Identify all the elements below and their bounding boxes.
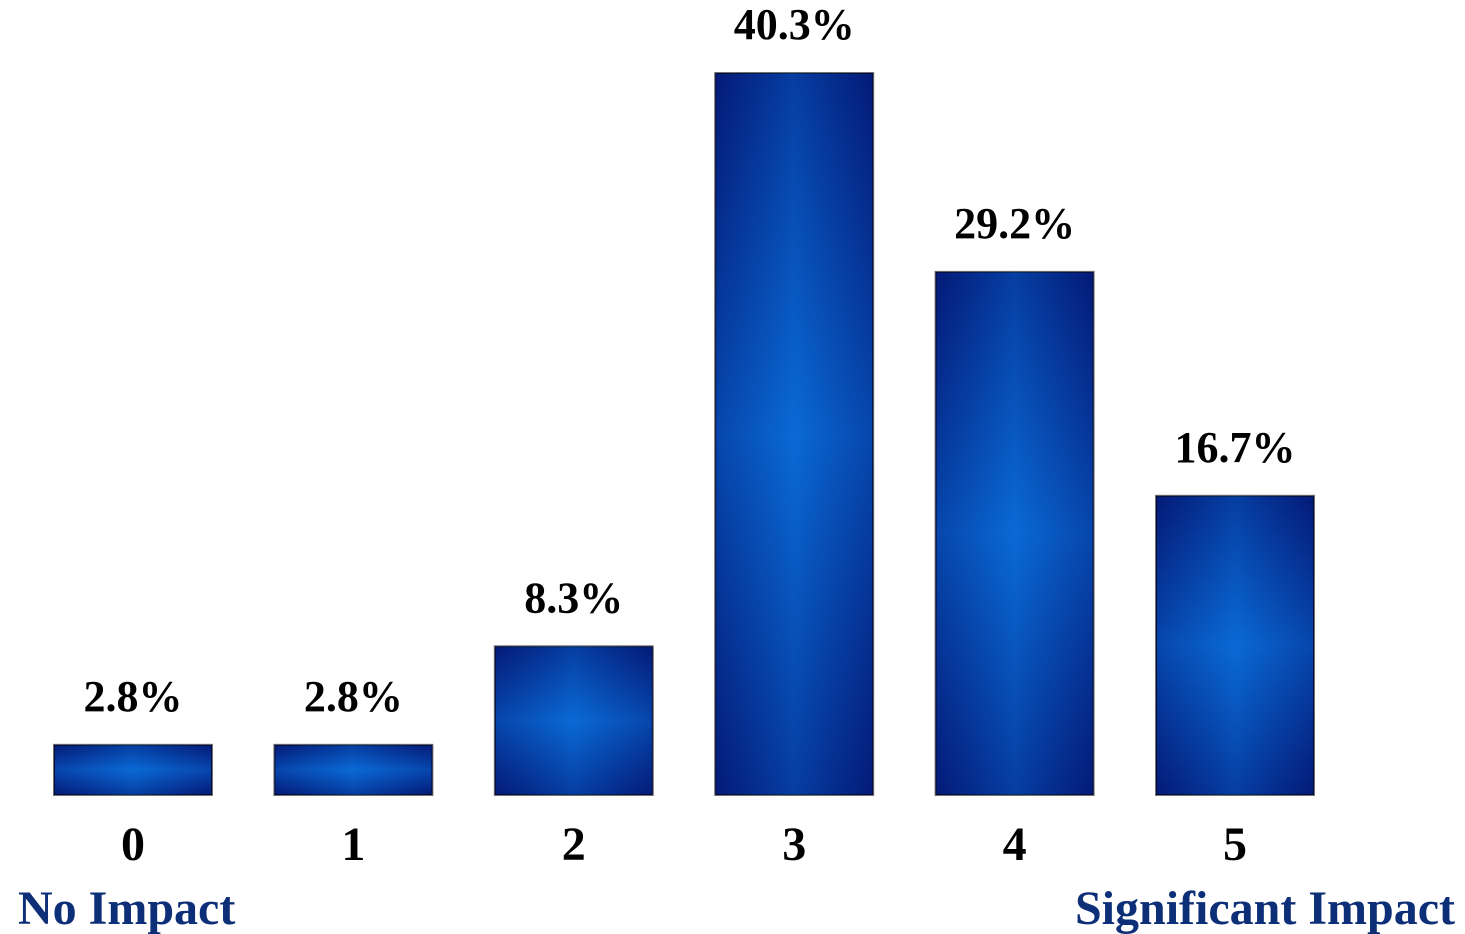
bar-0 [53, 743, 213, 797]
category-label-0: 0 [121, 818, 145, 871]
bars-group [53, 72, 1315, 797]
bar-3 [714, 72, 875, 796]
value-label-3: 40.3% [734, 0, 855, 49]
category-label-4: 4 [1003, 818, 1027, 871]
bar-shade [934, 270, 1095, 796]
bar-4 [934, 270, 1095, 796]
bar-shade [493, 645, 654, 796]
bar-1 [273, 743, 434, 797]
value-label-1: 2.8% [304, 672, 403, 721]
bar-2 [493, 645, 654, 796]
bar-shade [53, 743, 213, 797]
value-label-2: 8.3% [524, 573, 623, 622]
category-label-2: 2 [562, 818, 586, 871]
value-labels-group: 2.8% 2.8% 8.3% 40.3% 29.2% 16.7% [84, 0, 1296, 721]
value-label-5: 16.7% [1175, 423, 1296, 472]
category-label-3: 3 [782, 818, 806, 871]
value-label-4: 29.2% [954, 199, 1075, 248]
category-labels-group: 0 1 2 3 4 5 [121, 818, 1247, 871]
scale-high-label: Significant Impact [1075, 882, 1455, 934]
value-label-0: 2.8% [84, 672, 183, 721]
bar-shade [714, 72, 875, 796]
scale-low-label: No Impact [18, 882, 235, 934]
bar-shade [273, 743, 434, 797]
category-label-1: 1 [341, 818, 365, 871]
bar-shade [1155, 494, 1315, 796]
category-label-5: 5 [1223, 818, 1247, 871]
bar-5 [1155, 494, 1315, 796]
